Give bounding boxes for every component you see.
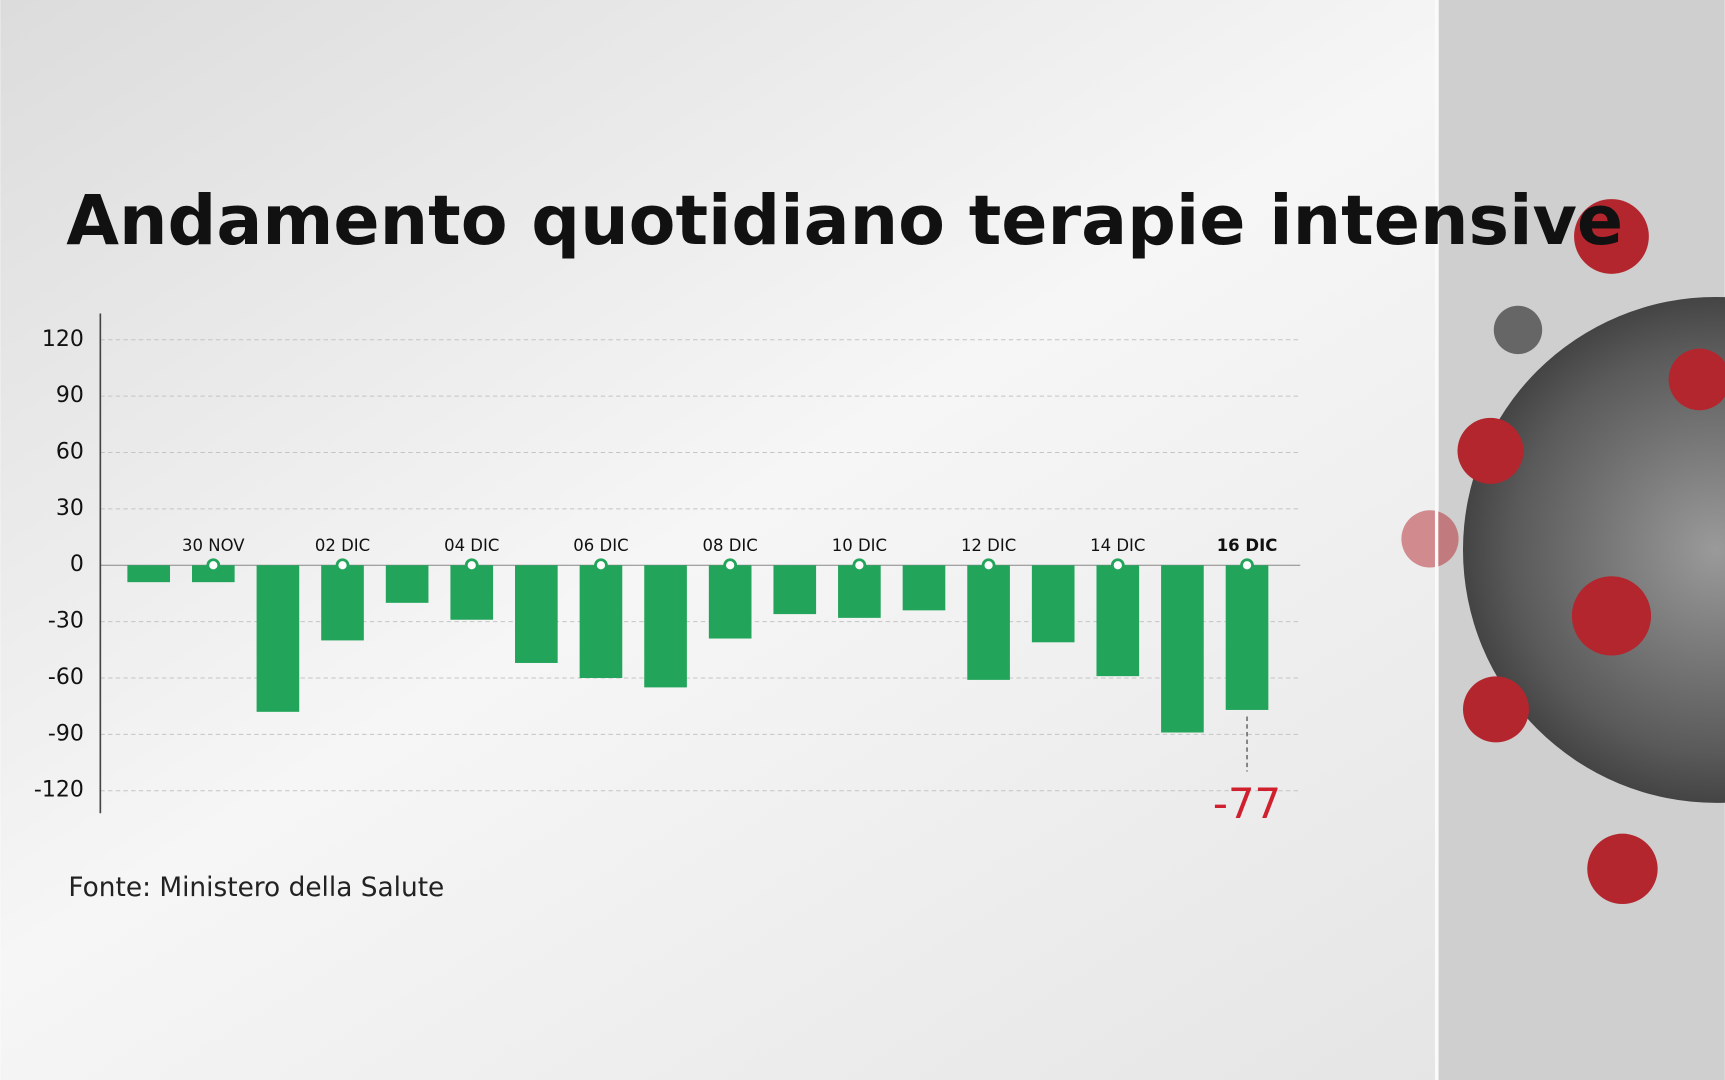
bar [127, 565, 171, 583]
axis-dot [464, 558, 479, 573]
value-label: -77 [1213, 779, 1281, 828]
bar [515, 565, 558, 663]
plot: -120 -90 -60 -30 0 30 60 90 120 30 NOV 02 DIC 04 DI… [34, 313, 1301, 828]
axis-dot [335, 558, 350, 573]
y-tick-label: -90 [48, 721, 84, 746]
bar [773, 565, 817, 615]
x-tick-label: 14 DIC [1090, 536, 1145, 555]
axis-dot [1110, 558, 1125, 573]
x-tick-label: 06 DIC [573, 536, 628, 555]
y-tick-label: 90 [56, 383, 84, 408]
chart-title: Andamento quotidiano terapie intensive [66, 182, 1623, 261]
y-tick-label: 0 [70, 552, 84, 577]
bar [450, 565, 494, 620]
bar [385, 565, 429, 603]
axis-dot [1240, 558, 1254, 573]
x-tick-label: 30 NOV [182, 536, 245, 555]
y-tick-label: 60 [56, 440, 84, 465]
bar [191, 565, 235, 583]
y-tick-label: 30 [56, 496, 84, 521]
y-tick-label: -60 [48, 665, 84, 690]
bar [902, 565, 946, 611]
bar [1096, 565, 1140, 677]
bar [321, 565, 364, 641]
virus-spikes [1401, 199, 1725, 905]
y-tick-label: -120 [34, 778, 84, 803]
x-tick-label: 02 DIC [315, 536, 370, 555]
bar [967, 565, 1010, 680]
bar [1225, 565, 1269, 710]
x-tick-label: 12 DIC [961, 536, 1016, 555]
axis-dot [852, 558, 867, 573]
y-tick-label: 120 [42, 327, 84, 352]
virus-illustration [1463, 297, 1725, 803]
bar [579, 565, 623, 678]
axis-dot [981, 558, 996, 573]
bar [1161, 565, 1204, 733]
axis-dot [723, 558, 738, 573]
bar [838, 565, 881, 618]
axis-dot [594, 558, 608, 573]
source: Fonte: Ministero della Salute [68, 873, 444, 903]
bar [1031, 565, 1075, 643]
x-tick-label: 08 DIC [703, 536, 758, 555]
x-tick-label: 04 DIC [444, 536, 499, 555]
bar [708, 565, 752, 639]
bar [256, 565, 300, 712]
y-tick-label: -30 [48, 609, 84, 634]
x-tick-label: 16 DIC [1217, 536, 1278, 555]
x-tick-label: 10 DIC [832, 536, 887, 555]
bar [644, 565, 687, 688]
axis-dot [206, 558, 221, 573]
